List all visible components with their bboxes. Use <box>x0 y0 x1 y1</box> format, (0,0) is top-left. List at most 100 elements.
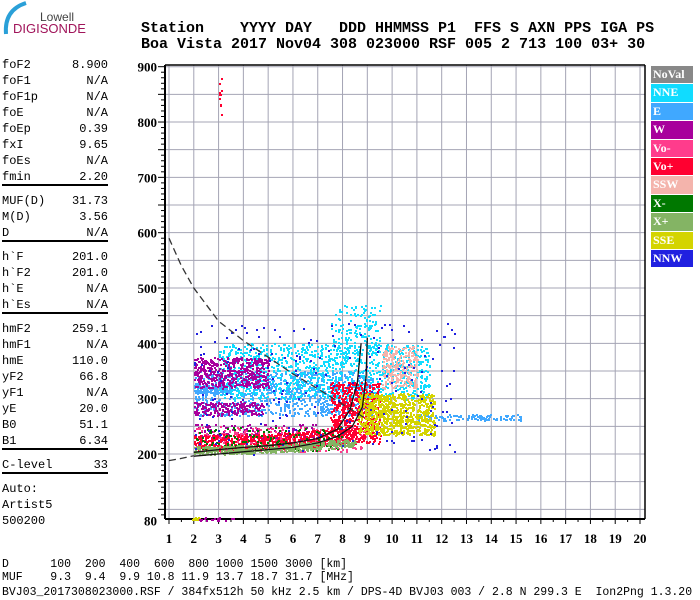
scatter-point-NNE <box>280 390 282 392</box>
scatter-point-E <box>254 394 256 396</box>
scatter-point-E <box>317 403 319 405</box>
scatter-point-NNE <box>283 348 285 350</box>
scatter-point-Vo+ <box>263 439 265 441</box>
scatter-point-NNE <box>310 369 312 371</box>
scatter-point-W <box>201 375 203 377</box>
scatter-point-W <box>234 386 236 388</box>
param-value: N/A <box>86 338 108 352</box>
scatter-point-NNE <box>255 352 257 354</box>
scatter-point-NNE <box>369 328 371 330</box>
param-value: 9.65 <box>79 138 108 152</box>
x-tick-label: 2 <box>191 531 198 546</box>
scatter-point-W <box>252 368 254 370</box>
scatter-point-NNE <box>341 332 343 334</box>
scatter-point-NNE <box>370 349 372 351</box>
scatter-point-W <box>255 363 257 365</box>
param-label: yE <box>2 402 17 416</box>
scatter-point-NNE <box>405 387 407 389</box>
scatter-point-NNE <box>260 395 262 397</box>
scatter-point-Vo+ <box>223 434 225 436</box>
scatter-point-W <box>208 387 210 389</box>
scatter-point-Vo- <box>223 442 225 444</box>
scatter-point-E <box>303 399 305 401</box>
scatter-point-Vo+ <box>355 407 357 409</box>
scatter-point-E <box>311 389 313 391</box>
scatter-point-NNE <box>347 339 349 341</box>
scatter-point-E <box>322 406 324 408</box>
scatter-point-Vo- <box>354 447 356 449</box>
scatter-point-W <box>263 376 265 378</box>
scatter-point-NNE <box>300 392 302 394</box>
scatter-point-NNE <box>290 382 292 384</box>
scatter-point-Vo+ <box>360 392 362 394</box>
scatter-point-W <box>245 410 247 412</box>
scatter-point-W <box>249 406 251 408</box>
scatter-point-NNE <box>339 311 341 313</box>
scatter-point-W <box>240 364 242 366</box>
scatter-point-W <box>212 361 214 363</box>
scatter-point-NNE <box>281 365 283 367</box>
scatter-point-NNE <box>309 346 311 348</box>
scatter-point-NNE <box>375 321 377 323</box>
scatter-point-E <box>311 375 313 377</box>
scatter-point-E <box>296 389 298 391</box>
scatter-point-NNE <box>237 397 239 399</box>
scatter-point-NNE <box>351 373 353 375</box>
scatter-point-W <box>254 374 256 376</box>
scatter-point-NNE <box>247 388 249 390</box>
scatter-point-NNE <box>339 347 341 349</box>
scatter-point-E <box>509 418 511 420</box>
scatter-point-NNE <box>372 346 374 348</box>
scatter-point-E <box>202 399 204 401</box>
scatter-point-NNE <box>364 323 366 325</box>
scatter-point-W <box>200 403 202 405</box>
scatter-point-NNE <box>255 392 257 394</box>
scatter-point-NNE <box>345 339 347 341</box>
scatter-point-E <box>483 418 485 420</box>
scatter-point-Vo- <box>196 428 198 430</box>
scatter-point-W <box>194 406 196 408</box>
scatter-point-W <box>217 386 219 388</box>
scatter-point-E <box>449 419 451 421</box>
scatter-point-W <box>232 429 234 431</box>
scatter-point-E <box>306 404 308 406</box>
scatter-point-NNE <box>417 345 419 347</box>
y-tick-label: 300 <box>138 392 158 407</box>
scatter-point-W <box>268 386 270 388</box>
scatter-point-Vo+ <box>314 430 316 432</box>
scatter-point-Vo+ <box>260 440 262 442</box>
scatter-point-Vo+ <box>280 440 282 442</box>
scatter-point-E <box>321 380 323 382</box>
scatter-point-Vo- <box>304 451 306 453</box>
scatter-point-Vo+ <box>351 398 353 400</box>
scatter-point-E <box>331 408 333 410</box>
scatter-point-Vo- <box>202 427 204 429</box>
scatter-point-NNE <box>278 383 280 385</box>
scatter-point-NNE <box>402 353 404 355</box>
scatter-point-W <box>223 363 225 365</box>
scatter-point-W <box>256 414 258 416</box>
scatter-point-W <box>223 360 225 362</box>
scatter-point-NNE <box>350 364 352 366</box>
scatter-point-NNE <box>308 395 310 397</box>
scatter-point-NNE <box>219 351 221 353</box>
scatter-point-NNE <box>308 344 310 346</box>
scatter-point-E <box>266 399 268 401</box>
scatter-point-NNE <box>247 344 249 346</box>
scatter-point-NNE <box>280 347 282 349</box>
scatter-point-Vo- <box>251 433 253 435</box>
scatter-point-W <box>219 409 221 411</box>
scatter-point-Vo- <box>278 427 280 429</box>
scatter-point-NNE <box>354 357 356 359</box>
scatter-point-W <box>198 361 200 363</box>
scatter-point-Vo+ <box>204 444 206 446</box>
scatter-point-E <box>329 404 331 406</box>
scatter-point-E <box>195 377 197 379</box>
scatter-point-Vo+ <box>369 387 371 389</box>
scatter-point-NNE <box>262 344 264 346</box>
scatter-point-E <box>503 418 505 420</box>
scatter-point-Vo+ <box>369 390 371 392</box>
scatter-point-W <box>242 409 244 411</box>
scatter-point-E <box>298 413 300 415</box>
scatter-point-NNE <box>252 393 254 395</box>
